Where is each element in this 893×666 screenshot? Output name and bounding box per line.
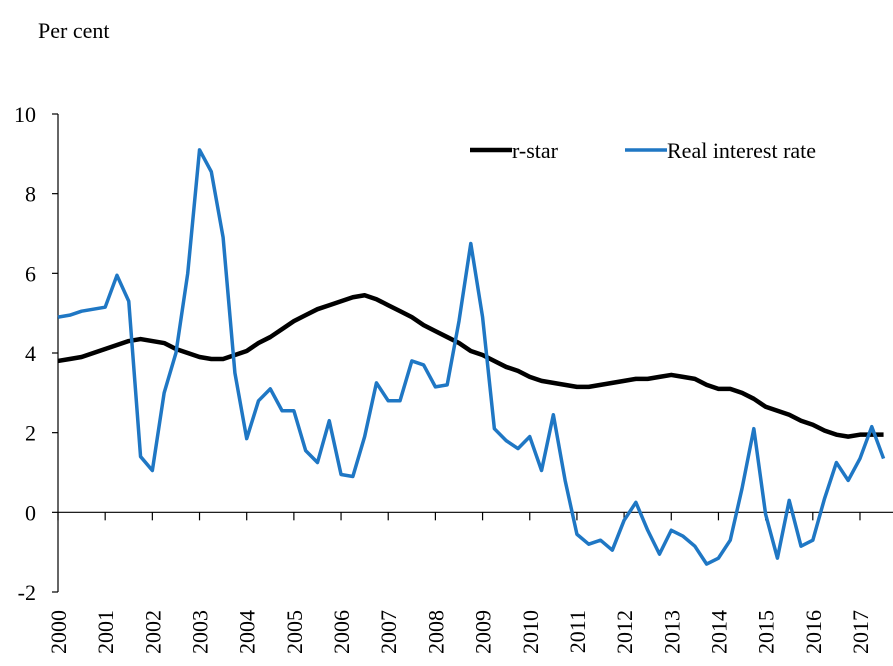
y-tick-label: 10	[14, 102, 36, 127]
x-tick-label: 2007	[376, 610, 401, 654]
y-tick-label: 0	[25, 500, 36, 525]
y-tick-label: 4	[25, 341, 36, 366]
y-tick-label: 8	[25, 182, 36, 207]
x-tick-label: 2003	[188, 610, 213, 654]
x-tick-label: 2015	[754, 610, 779, 654]
series-line	[57, 292, 884, 439]
x-tick-label: 2001	[93, 610, 118, 654]
x-tick-label: 2009	[471, 610, 496, 654]
x-tick-label: 2002	[140, 610, 165, 654]
legend-label: r-star	[512, 138, 559, 163]
legend-label: Real interest rate	[667, 138, 816, 163]
x-tick-label: 2004	[235, 610, 260, 654]
y-tick-label: 6	[25, 261, 36, 286]
x-tick-label: 2006	[329, 610, 354, 654]
x-tick-label: 2013	[659, 610, 684, 654]
x-tick-label: 2016	[801, 610, 826, 654]
x-tick-label: 2010	[518, 610, 543, 654]
x-tick-label: 2017	[848, 610, 873, 654]
y-tick-label: 2	[25, 421, 36, 446]
y-tick-label: -2	[18, 580, 36, 605]
x-tick-label: 2000	[46, 610, 71, 654]
x-tick-label: 2005	[282, 610, 307, 654]
x-tick-label: 2008	[423, 610, 448, 654]
x-tick-label: 2012	[612, 610, 637, 654]
series-line	[57, 148, 886, 566]
y-axis-label: Per cent	[38, 18, 109, 43]
x-tick-label: 2014	[706, 610, 731, 654]
x-tick-label: 2011	[565, 610, 590, 653]
